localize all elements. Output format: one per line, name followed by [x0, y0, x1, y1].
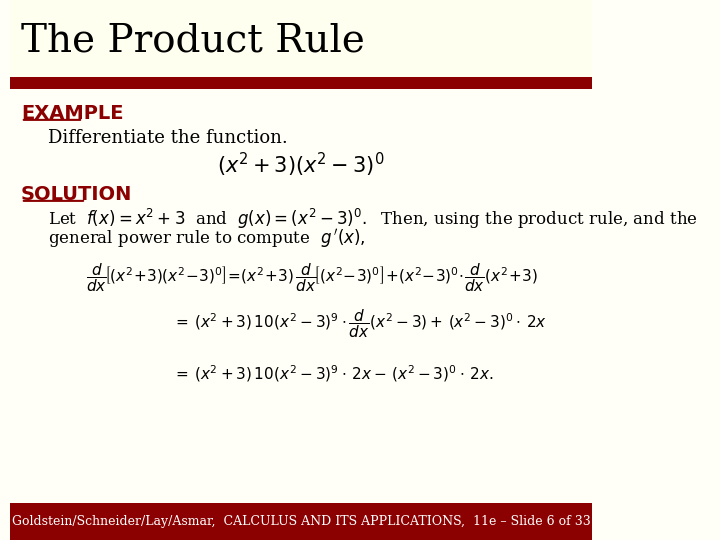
Text: Goldstein/Schneider/Lay/Asmar,  CALCULUS AND ITS APPLICATIONS,  11e – Slide 6 of: Goldstein/Schneider/Lay/Asmar, CALCULUS …	[12, 515, 590, 528]
Text: SOLUTION: SOLUTION	[21, 185, 132, 204]
Text: Differentiate the function.: Differentiate the function.	[48, 129, 288, 147]
Text: $\dfrac{d}{dx}\!\left[(x^2\!+\!3)(x^2\!-\!3)^0\right]\!=\!(x^2\!+\!3)\,\dfrac{d}: $\dfrac{d}{dx}\!\left[(x^2\!+\!3)(x^2\!-…	[86, 262, 538, 294]
Text: general power rule to compute  $g\,^{\prime}(x),$: general power rule to compute $g\,^{\pri…	[48, 227, 366, 250]
Text: EXAMPLE: EXAMPLE	[21, 104, 123, 123]
FancyBboxPatch shape	[10, 503, 592, 540]
FancyBboxPatch shape	[10, 0, 592, 78]
Text: Let  $f(x)=x^2+3$  and  $g(x)=(x^2-3)^0.$  Then, using the product rule, and the: Let $f(x)=x^2+3$ and $g(x)=(x^2-3)^0.$ T…	[48, 207, 698, 231]
Text: $(x^2+3)(x^2-3)^0$: $(x^2+3)(x^2-3)^0$	[217, 151, 385, 179]
FancyBboxPatch shape	[10, 77, 592, 89]
Text: The Product Rule: The Product Rule	[21, 22, 365, 59]
Text: $=\,(x^2+3)\,10(x^2-3)^9\cdot\dfrac{d}{dx}(x^2-3)+\,(x^2-3)^0\cdot\,2x$: $=\,(x^2+3)\,10(x^2-3)^9\cdot\dfrac{d}{d…	[174, 308, 547, 340]
Text: $=\,(x^2+3)\,10(x^2-3)^9\cdot\,2x-\,(x^2-3)^0\cdot\,2x.$: $=\,(x^2+3)\,10(x^2-3)^9\cdot\,2x-\,(x^2…	[174, 363, 493, 384]
